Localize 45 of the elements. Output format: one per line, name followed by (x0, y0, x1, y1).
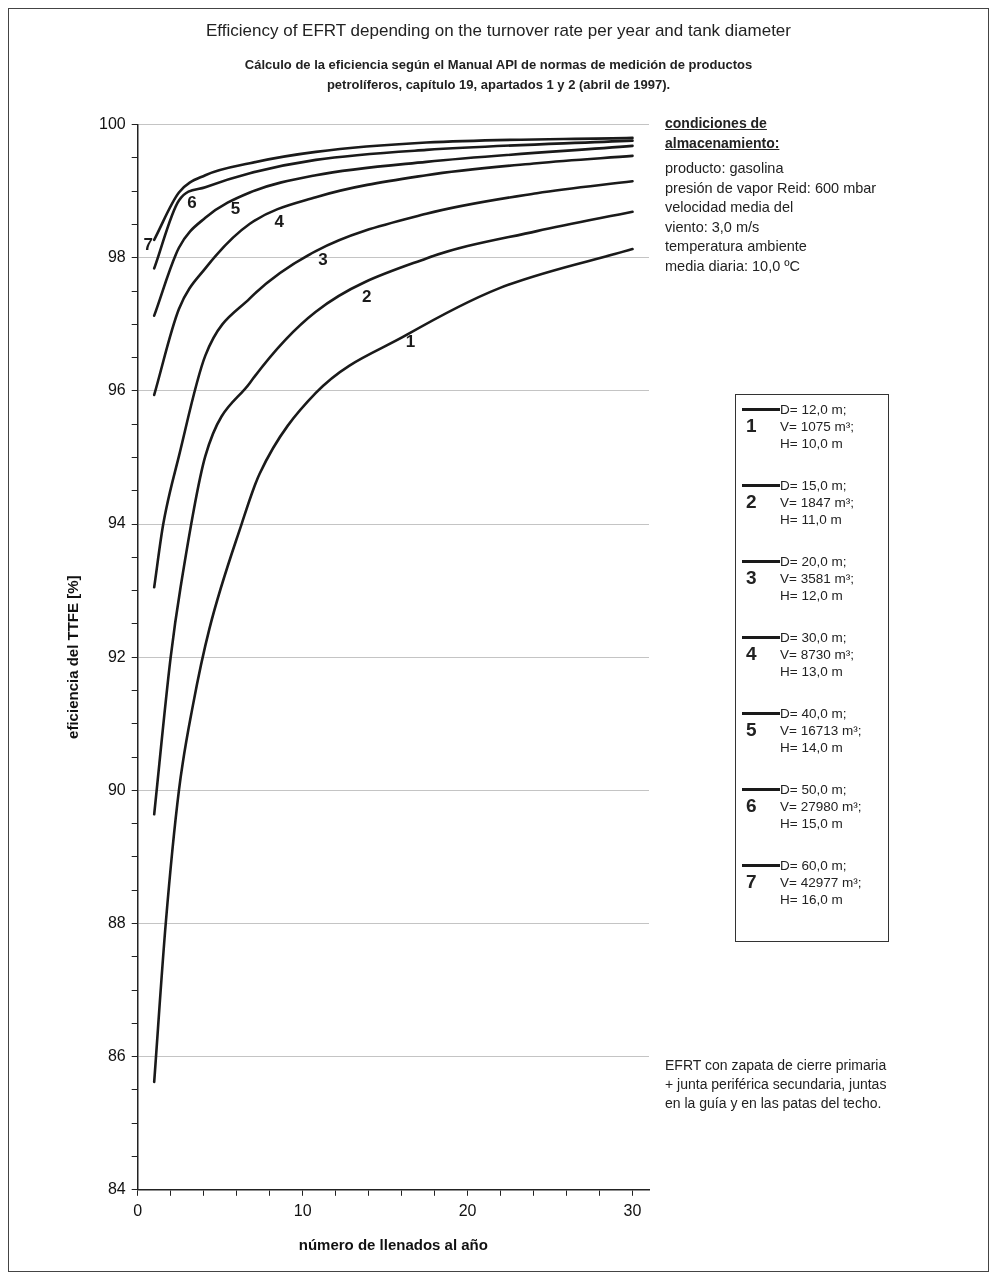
text: D= 15,0 m; V= 1847 m³; H= 11,0 m (780, 477, 854, 528)
x-tick-label: 0 (133, 1201, 143, 1219)
text: producto: gasolina presión de vapor Reid: 600 mbar velocidad media del viento: 3,0 m/s temperatura ambiente media diaria: 10,0 ºC (665, 159, 877, 276)
text: D= 12,0 m; V= 1075 m³; H= 10,0 m (780, 401, 854, 452)
text: 5 (230, 199, 241, 219)
y-tick-label: 92 (107, 647, 126, 665)
chart-subtitle: Cálculo de la eficiencia según el Manual API de normas de medición de productos petrolíferos, capítulo 19, apartados 1 y 2 (abril de 1997). (243, 56, 754, 94)
legend-label: 4 (746, 643, 757, 665)
y-tick-label: 90 (107, 780, 126, 798)
line-series (152, 144, 634, 317)
y-axis-title: eficiencia del TTFE [%] (64, 575, 82, 739)
legend-label: 6 (746, 795, 757, 817)
y-tick-label: 98 (107, 248, 126, 266)
text: D= 40,0 m; V= 16713 m³; H= 14,0 m (780, 705, 862, 756)
y-tick-label: 96 (107, 381, 126, 399)
line-series (152, 154, 634, 397)
legend-label: 3 (746, 567, 757, 589)
x-tick-label: 20 (458, 1201, 477, 1219)
line-series (152, 179, 634, 589)
chart-title: Efficiency of EFRT depending on the turnover rate per year and tank diameter (205, 21, 792, 41)
text: D= 30,0 m; V= 8730 m³; H= 13,0 m (780, 629, 854, 680)
y-tick-label: 100 (98, 115, 126, 133)
text: 7 (143, 234, 153, 254)
text: 6 (187, 193, 197, 213)
text: 3 (318, 249, 328, 269)
y-tick-label: 84 (107, 1180, 126, 1198)
legend-label: 2 (746, 491, 757, 513)
x-tick-label: 10 (293, 1201, 312, 1219)
y-tick-label: 86 (107, 1047, 126, 1065)
legend-label: 5 (746, 719, 757, 741)
text: 1 (405, 332, 416, 352)
legend-label: 1 (746, 415, 757, 437)
text: D= 60,0 m; V= 42977 m³; H= 16,0 m (780, 857, 862, 908)
y-tick-label: 94 (107, 514, 126, 532)
text: D= 50,0 m; V= 27980 m³; H= 15,0 m (780, 781, 862, 832)
text: D= 20,0 m; V= 3581 m³; H= 12,0 m (780, 553, 854, 604)
y-tick-label: 88 (107, 913, 126, 931)
line-series (152, 247, 634, 1084)
x-tick-label: 30 (623, 1201, 642, 1219)
text: EFRT con zapata de cierre primaria + junta periférica secundaria, juntas en la guía y en las patas del techo. (665, 1056, 887, 1113)
legend-label: 7 (746, 871, 757, 893)
text: condiciones de almacenamiento: (665, 114, 780, 153)
text: 4 (274, 212, 285, 232)
text: 2 (362, 286, 372, 306)
x-axis-title: número de llenados al año (298, 1236, 488, 1254)
